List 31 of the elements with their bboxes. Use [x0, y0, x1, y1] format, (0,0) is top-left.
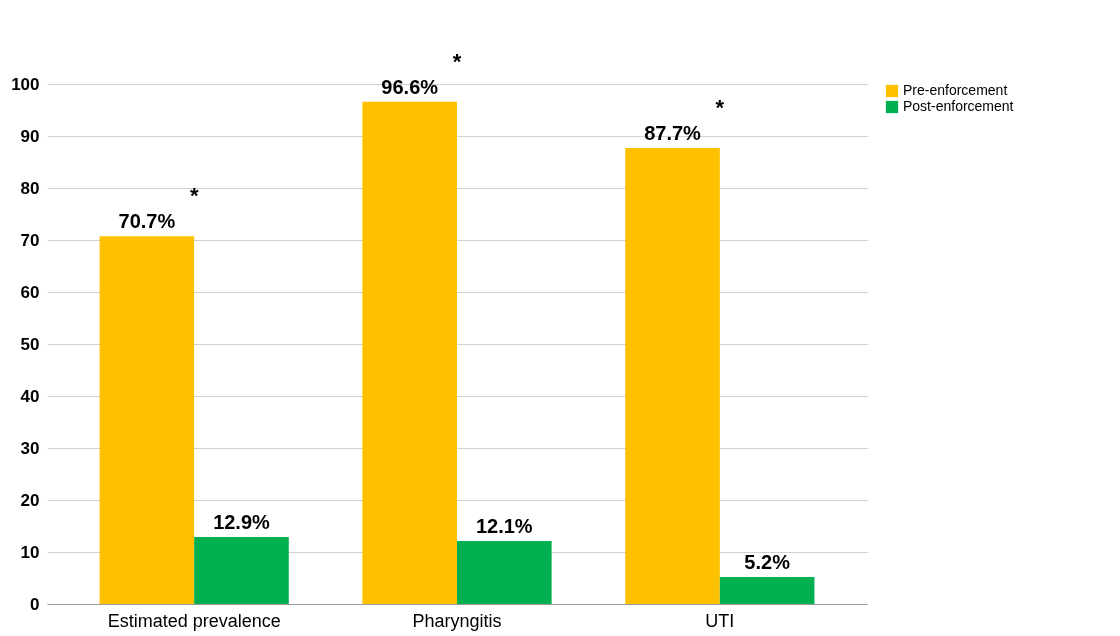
bar — [625, 147, 720, 604]
y-tick-label: 20 — [20, 490, 40, 510]
y-tick-label: 60 — [20, 282, 40, 302]
y-tick-label: 0 — [30, 594, 40, 614]
bar — [457, 541, 552, 604]
y-tick-label: 40 — [20, 386, 40, 406]
legend-label: Post-enforcement — [903, 98, 1014, 114]
annotation: * — [189, 183, 199, 209]
bar — [99, 236, 195, 604]
y-tick-label: 70 — [20, 230, 40, 250]
y-tick-label: 80 — [20, 178, 40, 198]
text: * — [452, 48, 462, 74]
data-label: 5.2% — [744, 550, 791, 573]
y-tick-label: 10 — [20, 542, 40, 562]
x-tick-label: Estimated prevalence — [107, 610, 281, 631]
annotation: * — [715, 94, 725, 120]
y-tick-label: 50 — [20, 334, 40, 354]
data-label: 12.1% — [475, 515, 533, 538]
bar — [719, 576, 815, 604]
data-label: 87.7% — [644, 121, 702, 144]
y-tick-label: 90 — [20, 126, 40, 146]
y-tick-label: 100 — [11, 74, 40, 94]
bar — [194, 536, 289, 604]
data-label: 96.6% — [381, 75, 439, 98]
legend-label: Pre-enforcement — [903, 82, 1008, 98]
bar — [362, 101, 457, 604]
data-label: 12.9% — [213, 510, 271, 533]
x-tick-label: UTI — [705, 610, 735, 631]
x-tick-label: Pharyngitis — [412, 610, 502, 631]
y-tick-label: 30 — [20, 438, 40, 458]
data-label: 70.7% — [118, 210, 176, 233]
